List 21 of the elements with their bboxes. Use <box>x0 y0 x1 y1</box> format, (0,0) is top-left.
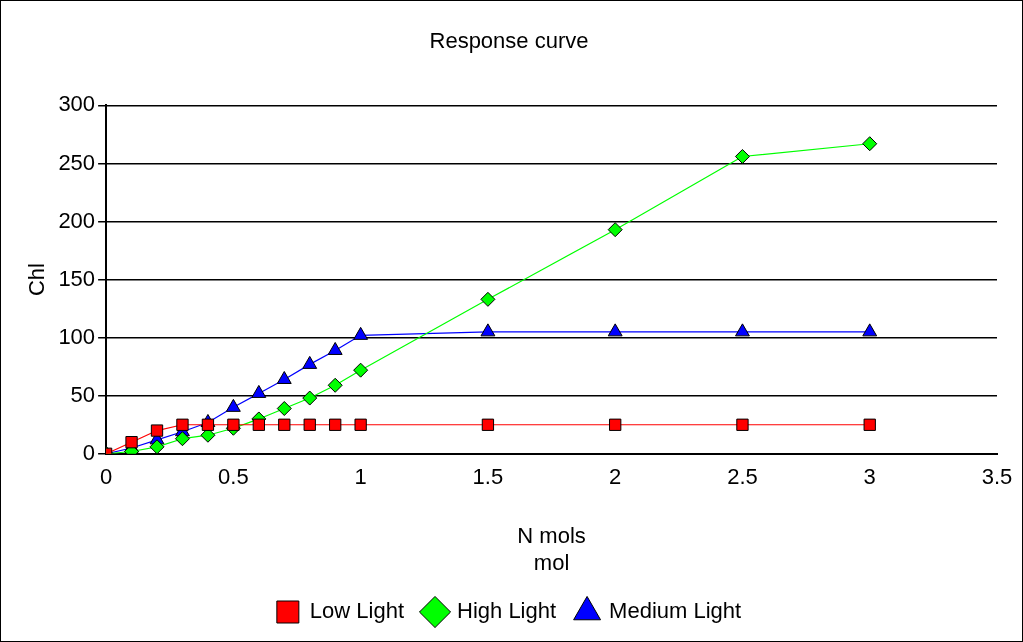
y-tick-label: 200 <box>58 207 96 233</box>
x-tick-label: 3.5 <box>981 464 1013 490</box>
y-tick-label: 50 <box>70 381 96 407</box>
y-tick-label: 300 <box>58 91 96 117</box>
x-tick-label: 2 <box>609 464 622 490</box>
x-tick-label: 0.5 <box>218 464 249 490</box>
chart-title: Response curve <box>429 28 589 54</box>
y-tick-label: 100 <box>58 323 96 349</box>
x-tick-label: 3 <box>863 464 876 490</box>
legend-label: Medium Light <box>609 598 742 624</box>
x-tick-label: 2.5 <box>727 464 758 490</box>
y-tick-label: 150 <box>58 265 96 291</box>
legend-label: Low Light <box>309 598 405 624</box>
x-tick-label: 1 <box>354 464 367 490</box>
x-tick-label: 0 <box>99 464 113 490</box>
y-axis-title: Chl <box>24 263 50 297</box>
legend-label: High Light <box>457 598 557 624</box>
y-tick-label: 0 <box>82 439 96 465</box>
x-axis-title: N mols mol <box>517 523 586 575</box>
y-tick-label: 250 <box>58 149 96 175</box>
x-tick-label: 1.5 <box>472 464 504 490</box>
